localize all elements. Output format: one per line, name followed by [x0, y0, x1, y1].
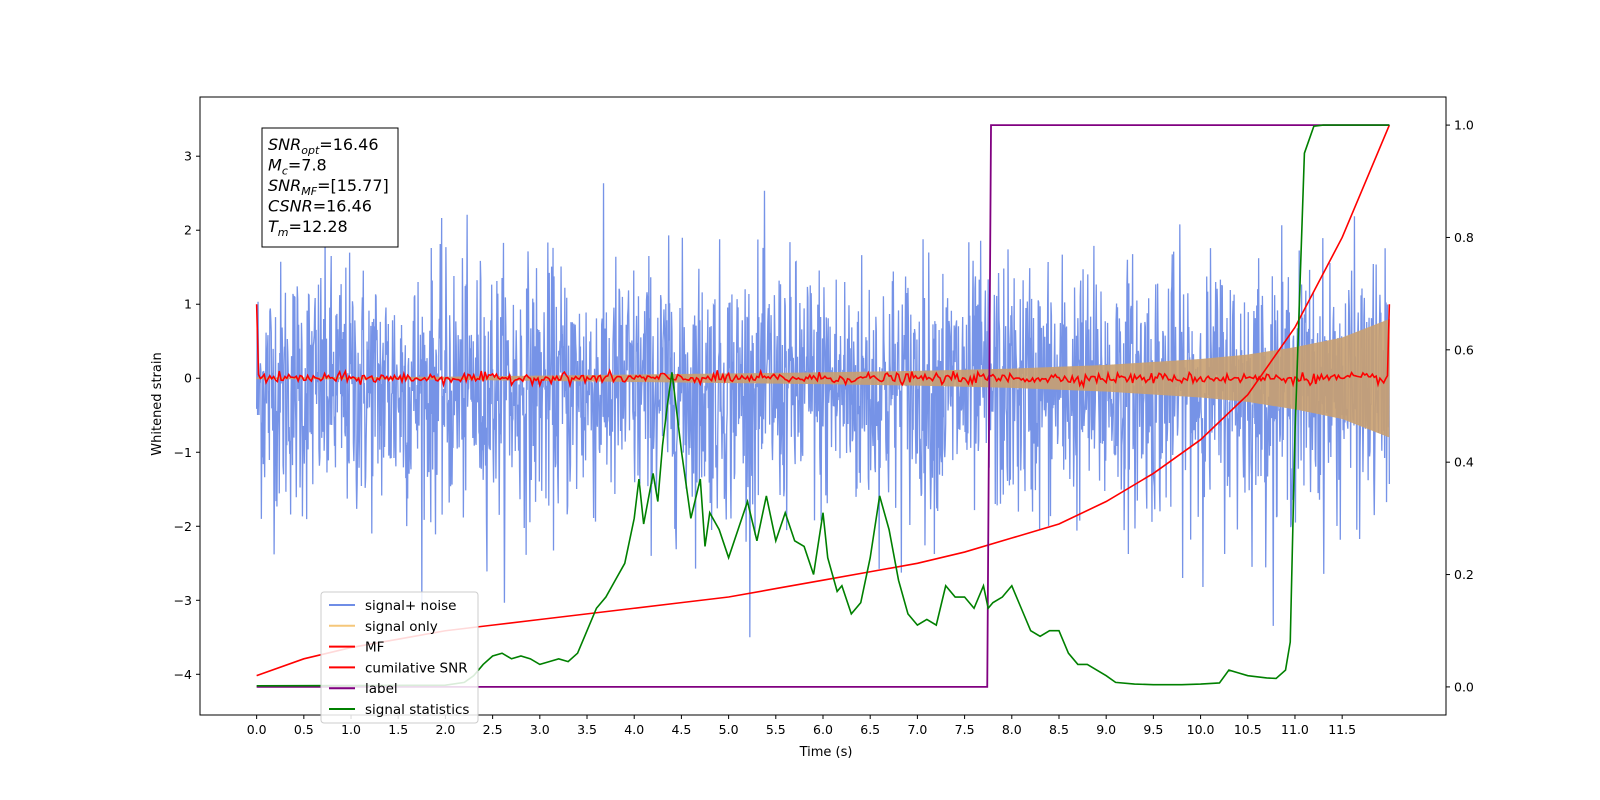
x-tick-label: 2.5 — [483, 722, 503, 737]
series-mf — [255, 304, 1391, 390]
y-right-tick-label: 0.0 — [1454, 679, 1474, 694]
legend: signal+ noise signal only MF cumilative SNR… — [320, 591, 479, 724]
info-line: SNRMF=[15.77] — [268, 176, 389, 198]
info-line: Mc=7.8 — [268, 156, 327, 178]
y-tick-label: 3 — [184, 149, 192, 164]
x-tick-label: 6.0 — [813, 722, 833, 737]
x-tick-label: 1.5 — [388, 722, 408, 737]
y-right-tick-label: 0.6 — [1454, 342, 1474, 357]
x-tick-label: 11.5 — [1328, 722, 1356, 737]
x-tick-label: 3.5 — [577, 722, 597, 737]
x-tick-label: 7.5 — [955, 722, 975, 737]
y-tick-label: −4 — [174, 667, 192, 682]
y-tick-label: −2 — [174, 519, 192, 534]
legend-entry: signal only — [365, 619, 438, 635]
info-line: Tm=12.28 — [268, 217, 348, 239]
x-tick-label: 11.0 — [1281, 722, 1309, 737]
y-tick-label: 2 — [184, 223, 192, 238]
y-right-tick-label: 0.2 — [1454, 567, 1474, 582]
y-tick-label: 1 — [184, 297, 192, 312]
info-subscript: m — [278, 226, 289, 239]
info-symbol: SNR — [268, 135, 301, 154]
y-right-tick-label: 1.0 — [1454, 118, 1474, 133]
series-signal-only — [256, 319, 1390, 438]
x-tick-label: 0.5 — [294, 722, 314, 737]
x-axis-label: Time (s) — [799, 745, 853, 760]
info-symbol: CSNR — [268, 197, 313, 216]
y-tick-label: −1 — [174, 445, 192, 460]
info-line: CSNR=16.46 — [268, 197, 372, 216]
y-right-tick-label: 0.8 — [1454, 230, 1474, 245]
x-tick-label: 2.0 — [435, 722, 455, 737]
x-tick-label: 8.0 — [1002, 722, 1022, 737]
info-symbol: T — [268, 217, 279, 236]
x-tick-label: 4.5 — [671, 722, 691, 737]
info-subscript: opt — [301, 144, 320, 157]
series-signal-statistics — [256, 124, 1390, 687]
x-tick-label: 0.0 — [247, 722, 267, 737]
y-tick-label: 0 — [184, 371, 192, 386]
info-value: =16.46 — [313, 197, 372, 216]
info-value: =[15.77] — [317, 176, 389, 195]
legend-entry: signal+ noise — [365, 598, 456, 614]
info-box-frame — [261, 127, 399, 248]
info-value: =7.8 — [288, 156, 327, 175]
y-right-tick-label: 0.4 — [1454, 455, 1474, 470]
series-label — [256, 124, 1390, 688]
info-box: SNRopt=16.46Mc=7.8SNRMF=[15.77]CSNR=16.4… — [261, 127, 399, 248]
axes: 0.0 0.5 1.0 1.5 2.0 2.5 3.0 3.5 4.0 4.5 5.0 5.5 6.0 6… — [174, 96, 1474, 737]
y-tick-label: −3 — [174, 593, 192, 608]
legend-entry: cumilative SNR — [365, 660, 468, 676]
y-axis-label: Whitened strain — [150, 352, 165, 455]
legend-frame — [320, 591, 479, 724]
x-tick-label: 10.0 — [1187, 722, 1215, 737]
info-line: SNRopt=16.46 — [268, 135, 379, 157]
x-tick-label: 7.0 — [907, 722, 927, 737]
info-value: =12.28 — [289, 217, 348, 236]
x-tick-label: 5.5 — [766, 722, 786, 737]
x-tick-label: 9.5 — [1143, 722, 1163, 737]
x-tick-label: 9.0 — [1096, 722, 1116, 737]
x-tick-label: 3.0 — [530, 722, 550, 737]
x-tick-label: 8.5 — [1049, 722, 1069, 737]
info-symbol: SNR — [268, 176, 301, 195]
legend-entry: label — [365, 681, 398, 697]
legend-entry: MF — [365, 640, 384, 656]
series-signal-noise — [255, 183, 1391, 638]
legend-entry: signal statistics — [365, 702, 469, 718]
x-tick-label: 10.5 — [1234, 722, 1262, 737]
x-tick-label: 6.5 — [860, 722, 880, 737]
info-value: =16.46 — [319, 135, 378, 154]
x-tick-label: 1.0 — [341, 722, 361, 737]
x-tick-label: 4.0 — [624, 722, 644, 737]
x-tick-label: 5.0 — [719, 722, 739, 737]
info-subscript: MF — [301, 185, 317, 198]
info-symbol: M — [268, 156, 282, 175]
info-subscript: c — [282, 165, 288, 178]
